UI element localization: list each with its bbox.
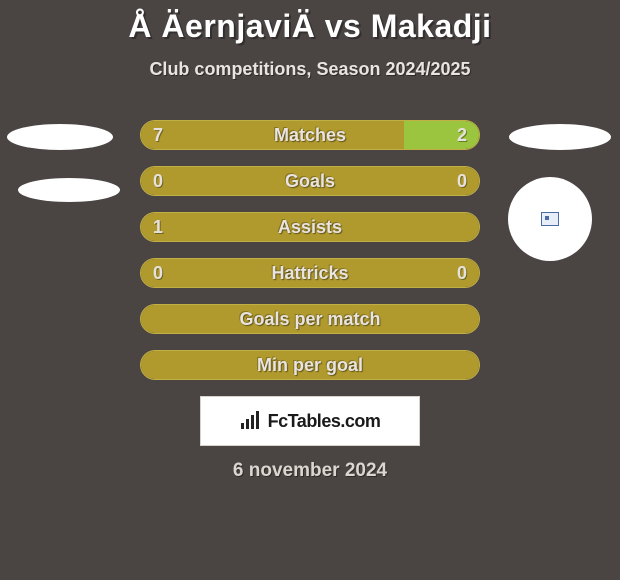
stat-row: Min per goal bbox=[140, 350, 480, 380]
stat-row: Assists1 bbox=[140, 212, 480, 242]
brand-text: FcTables.com bbox=[268, 411, 381, 432]
date-label: 6 november 2024 bbox=[0, 460, 620, 482]
stat-label: Matches bbox=[141, 125, 479, 146]
page-subtitle: Club competitions, Season 2024/2025 bbox=[0, 59, 620, 80]
stat-row: Goals0 0 bbox=[140, 166, 480, 196]
stat-value-left: 0 bbox=[153, 171, 163, 192]
player-a-avatar-2 bbox=[18, 178, 120, 202]
stat-label: Goals per match bbox=[141, 309, 479, 330]
stat-row: Goals per match bbox=[140, 304, 480, 334]
player-b-avatar-1 bbox=[509, 124, 611, 150]
bar-chart-icon bbox=[240, 413, 262, 429]
stat-value-left: 7 bbox=[153, 125, 163, 146]
brand-badge[interactable]: FcTables.com bbox=[200, 396, 420, 446]
stat-row: Hattricks0 0 bbox=[140, 258, 480, 288]
stat-label: Min per goal bbox=[141, 355, 479, 376]
stat-label: Goals bbox=[141, 171, 479, 192]
stat-label: Hattricks bbox=[141, 263, 479, 284]
image-placeholder-icon bbox=[541, 212, 559, 226]
stat-row: Matches7 2 bbox=[140, 120, 480, 150]
stat-value-right: 0 bbox=[457, 263, 467, 284]
stat-label: Assists bbox=[141, 217, 479, 238]
page-title: Å ÄernjaviÄ vs Makadji bbox=[0, 8, 620, 45]
stat-value-right: 0 bbox=[457, 171, 467, 192]
stat-value-left: 1 bbox=[153, 217, 163, 238]
stat-value-right: 2 bbox=[457, 125, 467, 146]
stat-value-left: 0 bbox=[153, 263, 163, 284]
player-a-avatar-1 bbox=[7, 124, 113, 150]
player-b-avatar-2 bbox=[508, 177, 592, 261]
